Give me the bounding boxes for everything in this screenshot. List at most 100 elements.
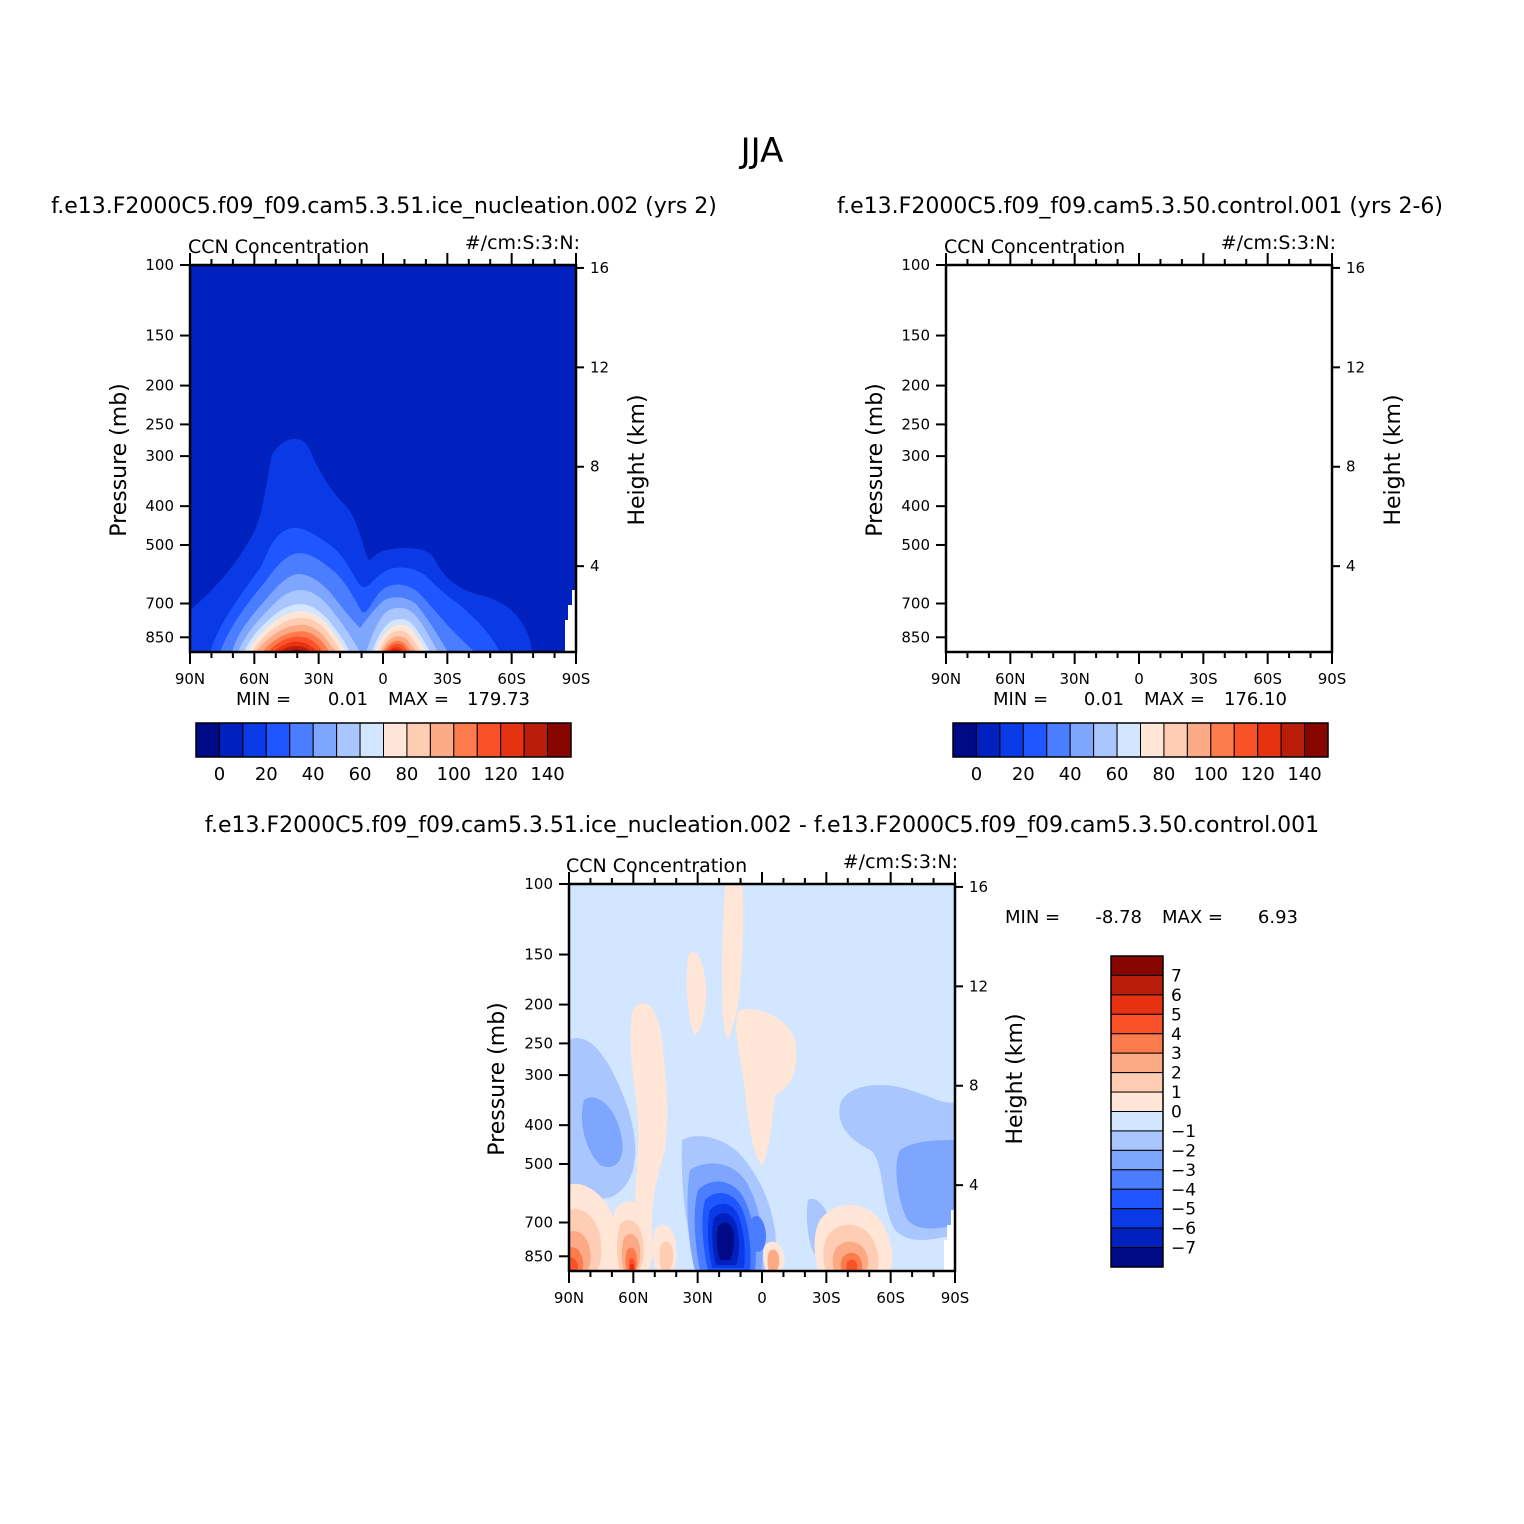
colorbar-label: 3 [1171,1044,1182,1064]
contour-pos-6 [630,1263,634,1271]
y-tick-label: 250 [901,415,930,433]
contour-level-7 [1004,610,1182,652]
contour-pos-1 [736,1009,797,1165]
colorbar-swatch [1304,722,1329,758]
colorbar-label: −1 [1171,1122,1196,1142]
colorbar-label: 120 [1241,764,1275,785]
max-value: 176.10 [1224,689,1287,710]
contour-level-5 [994,589,1194,652]
x-tick-label: 90N [554,1289,584,1307]
colorbar-swatch [1110,1227,1164,1249]
colorbar-swatch [1110,1072,1164,1093]
x-tick-label: 0 [378,670,388,688]
colorbar-label: −2 [1171,1141,1196,1161]
min-label: MIN = [993,689,1048,710]
y-tick-label: 400 [145,497,174,515]
x-tick-label: 60N [995,670,1025,688]
y-tick-label: 700 [145,595,174,613]
y2-tick-label: 16 [590,259,609,277]
y-tick-label: 200 [901,377,930,395]
colorbar-swatch [1110,1111,1164,1132]
colorbar-label: 40 [302,764,325,785]
y-tick-label: 200 [524,996,553,1014]
colorbar-swatch [218,722,244,758]
colorbar-swatch [547,722,572,758]
colorbar-label: 6 [1171,986,1182,1006]
y2-tick-label: 12 [969,977,988,995]
colorbar-swatch [1186,722,1212,758]
colorbar-label: −7 [1171,1239,1196,1259]
missing-data-region [1321,590,1332,652]
y-tick-label: 700 [901,595,930,613]
colorbar-frame [1110,955,1164,1268]
colorbar-swatch [453,722,478,758]
figure-title: JJA [739,131,784,171]
contour-pos-1 [630,1003,668,1247]
colorbar-swatch [952,722,977,758]
colorbar-swatch [1110,1247,1164,1268]
y2-axis-label: Height (km) [1381,394,1406,525]
colorbar-label: −3 [1171,1161,1196,1181]
colorbar-label: 4 [1171,1025,1182,1045]
colorbar-swatch [383,722,408,758]
y-tick-label: 850 [145,628,174,646]
colorbar-label: −4 [1171,1180,1196,1200]
panel-title: f.e13.F2000C5.f09_f09.cam5.3.50.control.… [837,194,1443,219]
colorbar-label: 0 [1171,1103,1182,1123]
contour-field [946,265,1332,652]
y-tick-label: 500 [524,1155,553,1173]
x-tick-label: 30S [1189,670,1218,688]
colorbar-swatch [1110,955,1164,976]
colorbar-swatch [289,722,314,758]
colorbar-swatch [1046,722,1071,758]
missing-data-region [944,1210,955,1271]
x-tick-label: 90S [1318,670,1347,688]
colorbar-swatch [242,722,267,758]
y2-tick-label: 12 [1346,358,1365,376]
left-label: CCN Concentration [944,236,1125,258]
y-tick-label: 200 [145,377,174,395]
colorbar-swatch [406,722,431,758]
x-tick-label: 60N [239,670,269,688]
colorbar-frame [195,722,572,758]
contour-level-1 [946,436,1288,652]
y2-tick-label: 4 [969,1176,979,1194]
colorbar-label: 40 [1059,764,1082,785]
contour-level-12 [1030,642,1160,652]
x-tick-label: 30N [683,1289,713,1307]
contour-level-9 [1012,625,1172,652]
colorbar-swatch [265,722,291,758]
max-label: MAX = [388,689,449,710]
left-label: CCN Concentration [566,855,747,877]
colorbar-swatch [1110,1169,1164,1190]
colorbar-swatch [1093,722,1118,758]
colorbar-label: 20 [1012,764,1035,785]
contour-pos-2 [659,1241,674,1271]
left-label: CCN Concentration [188,236,369,258]
y-tick-label: 100 [145,256,174,274]
colorbar-swatch [336,722,361,758]
x-tick-label: 30N [304,670,334,688]
colorbar-label: 140 [1287,764,1321,785]
max-label: MAX = [1162,907,1223,928]
x-tick-label: 60N [618,1289,648,1307]
panel-title: f.e13.F2000C5.f09_f09.cam5.3.51.ice_nucl… [51,194,717,219]
colorbar-swatch [999,722,1024,758]
contour-pos-5 [569,1257,578,1271]
colorbar-swatch [1233,722,1259,758]
field-background [946,265,1332,652]
min-label: MIN = [1005,907,1060,928]
colorbar-swatch [1110,1130,1164,1151]
colorbar-swatch [1110,1188,1164,1210]
colorbar-frame [952,722,1329,758]
y-tick-label: 250 [524,1034,553,1052]
y-tick-label: 700 [524,1214,553,1232]
colorbar-swatch [1110,974,1164,996]
max-value: 6.93 [1258,907,1298,928]
y2-tick-label: 12 [590,358,609,376]
colorbar-label: 7 [1171,966,1182,986]
colorbar-label: 1 [1171,1083,1182,1103]
min-value: 0.01 [328,689,368,710]
x-tick-label: 90S [941,1289,970,1307]
